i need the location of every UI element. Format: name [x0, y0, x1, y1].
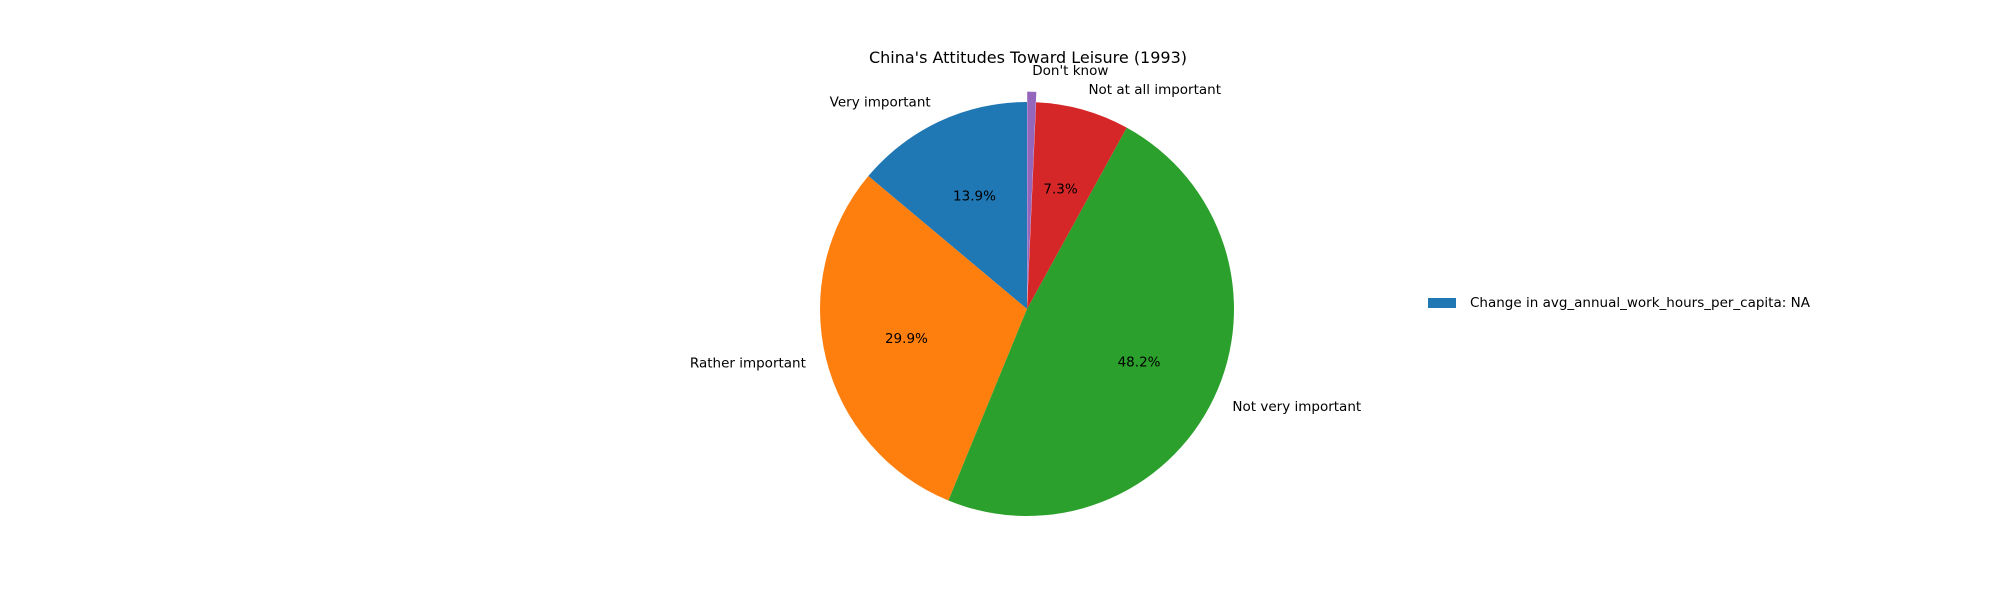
slice-label: Very important	[830, 95, 931, 111]
pie-slice	[1027, 102, 1127, 309]
legend: Change in avg_annual_work_hours_per_capi…	[1428, 295, 1810, 311]
pie-slice	[868, 102, 1027, 309]
pie-slice	[948, 127, 1234, 516]
slice-label: Rather important	[690, 356, 806, 372]
slice-percent-label: 13.9%	[953, 188, 996, 204]
pie-labels: Very important 13.9% Rather important 29.9%…	[690, 63, 1361, 415]
legend-label: Change in avg_annual_work_hours_per_capi…	[1470, 295, 1810, 311]
slice-percent-label: 48.2%	[1118, 355, 1161, 371]
chart-title: China's Attitudes Toward Leisure (1993)	[869, 48, 1187, 67]
pie-slices	[820, 91, 1234, 516]
legend-swatch	[1428, 298, 1456, 308]
slice-label: Not at all important	[1088, 82, 1221, 98]
slice-percent-label: 29.9%	[885, 331, 928, 347]
slice-label: Don't know	[1032, 63, 1108, 79]
slice-label: Not very important	[1232, 399, 1361, 415]
slice-percent-label: 7.3%	[1043, 181, 1077, 197]
pie-slice	[820, 176, 1027, 501]
pie-slice	[1027, 91, 1037, 299]
